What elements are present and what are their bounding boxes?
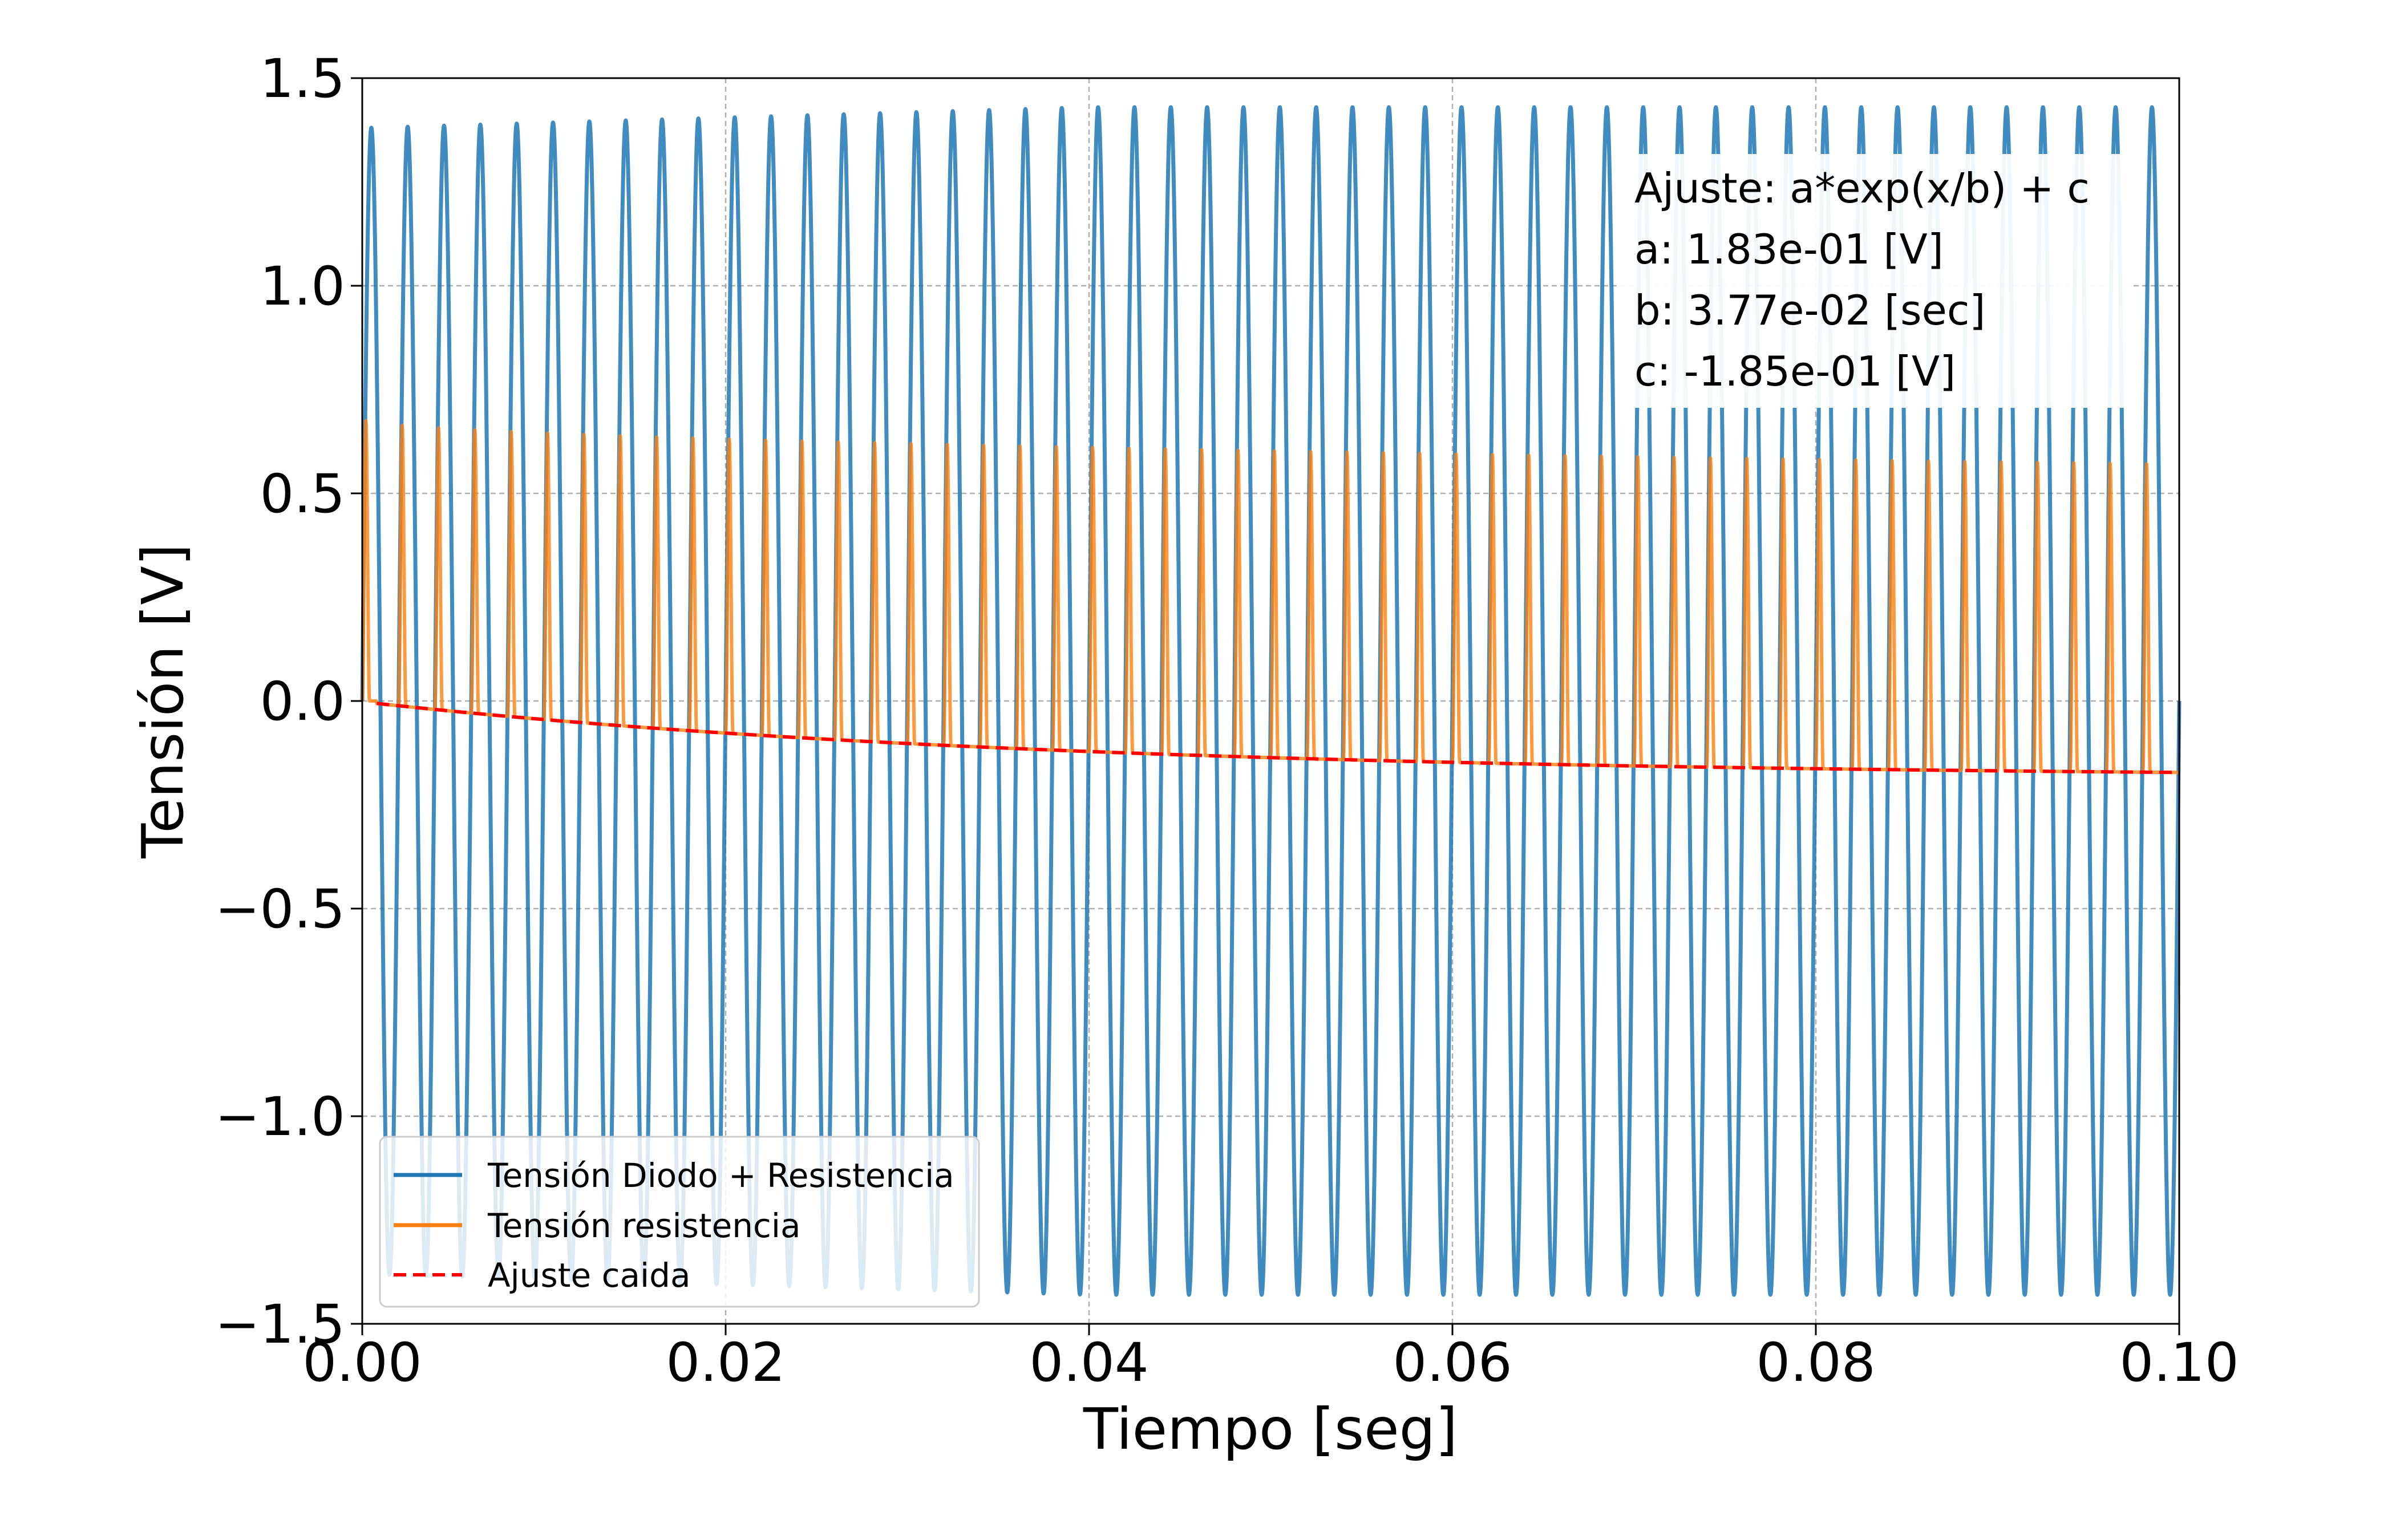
x-tick-label: 0.04 — [1029, 1332, 1148, 1394]
legend-box — [379, 1136, 980, 1308]
y-tick-label: 1.5 — [260, 48, 346, 110]
annotation-line: Ajuste: a*exp(x/b) + c — [1634, 164, 2090, 212]
legend-label-ajuste-caida: Ajuste caida — [488, 1256, 691, 1295]
x-tick-label: 0.02 — [666, 1332, 785, 1394]
axis-ticks: 0.00 0.02 0.04 0.06 0.08 0.10 −1.5 −1.0 −0.5 0.0 0… — [215, 48, 2239, 1394]
x-tick-label: 0.10 — [2119, 1332, 2239, 1394]
x-tick-label: 0.00 — [302, 1332, 422, 1394]
legend-label-diodo-resistencia: Tensión Diodo + Resistencia — [487, 1156, 954, 1195]
annotation-line: b: 3.77e-02 [sec] — [1634, 286, 1986, 334]
y-tick-label: −1.5 — [215, 1294, 345, 1356]
series-layer — [360, 105, 2182, 1297]
y-axis-label: Tensión [V] — [129, 544, 196, 859]
x-axis-label: Tiempo [seg] — [1083, 1396, 1458, 1462]
annotation-background — [1617, 154, 2134, 408]
y-tick-label: 0.5 — [260, 463, 346, 525]
legend: Tensión Diodo + Resistencia Tensión resi… — [379, 1136, 980, 1308]
fit-annotation: Ajuste: a*exp(x/b) + c a: 1.83e-01 [V] b… — [1617, 154, 2134, 408]
legend-label-resistencia: Tensión resistencia — [487, 1206, 801, 1245]
y-tick-label: −1.0 — [215, 1086, 345, 1148]
y-tick-label: 0.0 — [260, 671, 346, 733]
series-line-ajuste-caida — [377, 702, 2180, 775]
annotation-line: c: -1.85e-01 [V] — [1634, 347, 1956, 395]
x-tick-label: 0.06 — [1393, 1332, 1512, 1394]
y-tick-label: 1.0 — [260, 256, 346, 318]
x-tick-label: 0.08 — [1756, 1332, 1875, 1394]
annotation-line: a: 1.83e-01 [V] — [1634, 225, 1944, 273]
y-tick-label: −0.5 — [215, 878, 345, 941]
